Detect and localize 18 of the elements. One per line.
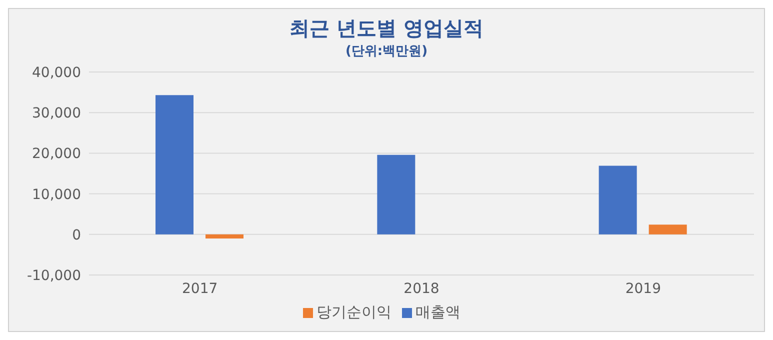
x-tick-label: 2019 xyxy=(625,280,661,297)
chart-title: 최근 년도별 영업실적 xyxy=(288,15,484,42)
y-tick-label: 0 xyxy=(72,227,81,244)
bar xyxy=(598,166,637,234)
legend-label: 매출액 xyxy=(416,303,460,321)
legend-label: 당기순이익 xyxy=(316,303,392,321)
y-tick-label: -10,000 xyxy=(26,268,81,284)
bar xyxy=(377,154,416,234)
y-tick-label: 30,000 xyxy=(32,106,81,122)
x-tick-label: 2017 xyxy=(182,280,218,297)
bar xyxy=(648,224,687,234)
bar xyxy=(156,95,194,234)
y-tick-label: 10,000 xyxy=(32,186,81,203)
chart-subtitle: (단위:백만원) xyxy=(344,43,429,60)
y-tick-label: 40,000 xyxy=(32,64,81,81)
y-tick-label: 20,000 xyxy=(32,146,81,162)
x-tick-label: 2018 xyxy=(404,280,440,297)
bar xyxy=(206,234,244,238)
